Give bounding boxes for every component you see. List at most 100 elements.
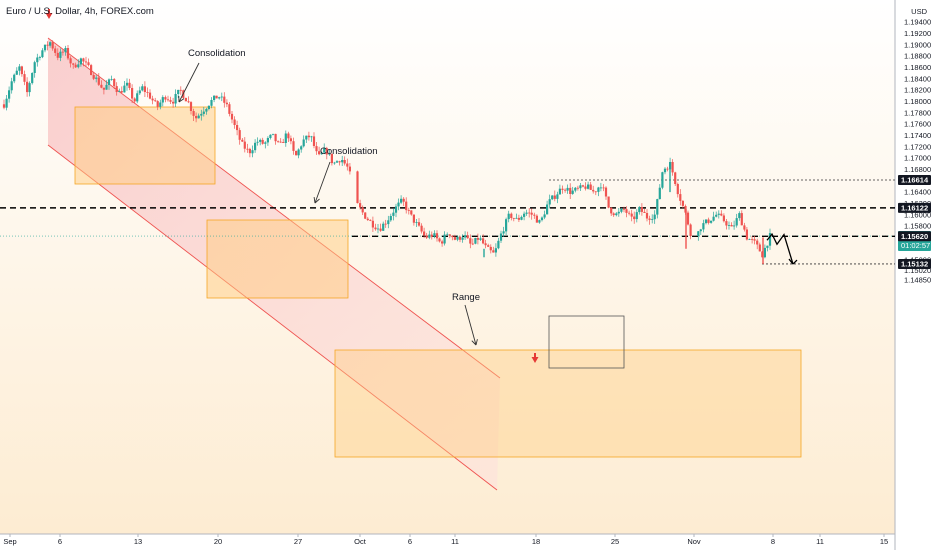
candle-body <box>599 187 602 189</box>
candle <box>433 230 436 239</box>
candle-body <box>622 208 626 210</box>
candle <box>43 44 47 53</box>
candle <box>392 208 395 221</box>
candle <box>658 184 661 200</box>
candle <box>346 158 349 171</box>
candle-body <box>768 233 772 246</box>
candle-body <box>302 139 305 147</box>
candle <box>551 195 554 201</box>
candle <box>318 146 321 156</box>
candle <box>574 187 577 193</box>
candle-body <box>735 218 738 226</box>
candle-body <box>602 187 605 189</box>
y-tick-label: 1.17000 <box>904 154 931 163</box>
candle <box>92 71 95 81</box>
y-tick-label: 1.16400 <box>904 188 931 197</box>
candle <box>715 211 718 218</box>
candle-body <box>305 135 308 140</box>
candle-body <box>730 225 733 227</box>
candle-body <box>69 58 72 64</box>
price-tag-bg <box>898 259 931 269</box>
candle <box>123 81 126 93</box>
candle <box>184 97 187 102</box>
candle <box>20 65 23 77</box>
candle <box>54 45 57 56</box>
candle-body <box>164 97 167 100</box>
candle <box>251 145 254 158</box>
candle <box>28 81 31 97</box>
candle-body <box>756 240 759 245</box>
candle <box>589 181 592 190</box>
candle-body <box>207 105 210 109</box>
candle <box>38 55 41 61</box>
candle-body <box>61 51 64 53</box>
candle-body <box>405 201 408 211</box>
candle-body <box>638 207 641 213</box>
candle-body <box>430 234 433 237</box>
candle <box>441 239 444 247</box>
candle <box>379 223 382 232</box>
candle <box>615 212 618 217</box>
candle-body <box>717 213 720 215</box>
candle <box>540 216 544 222</box>
candle-body <box>648 218 651 220</box>
price-tag-value: 1.15620 <box>901 232 928 241</box>
candle <box>699 228 702 235</box>
candle-body <box>256 141 259 143</box>
candle-body <box>540 217 544 221</box>
candle <box>561 185 564 194</box>
y-tick-label: 1.17800 <box>904 108 931 117</box>
candle-body <box>82 58 85 62</box>
candle-body <box>10 81 13 91</box>
candle <box>763 244 766 259</box>
candle <box>645 209 649 222</box>
candle-body <box>720 213 723 216</box>
y-tick-label: 1.18600 <box>904 63 931 72</box>
candle-body <box>79 58 82 65</box>
candle <box>581 184 585 188</box>
candle-body <box>569 187 572 194</box>
candle <box>751 236 754 244</box>
candle-body <box>533 214 536 216</box>
candle <box>36 53 39 67</box>
candle-body <box>594 191 597 193</box>
candle <box>556 191 559 204</box>
candle-body <box>228 104 231 114</box>
candle <box>666 166 669 172</box>
candle-body <box>466 235 469 239</box>
candle-body <box>264 142 267 144</box>
candle <box>374 223 377 231</box>
candle-body <box>31 73 34 84</box>
candle-body <box>379 228 382 231</box>
candle-body <box>315 146 318 152</box>
candle-body <box>435 233 439 239</box>
candle-body <box>123 85 126 93</box>
candle-body <box>284 133 287 143</box>
candle <box>704 219 708 225</box>
candle <box>727 221 731 230</box>
consolidation-box-1 <box>74 106 216 185</box>
candle-body <box>402 198 405 202</box>
y-tick-label: 1.17600 <box>904 120 931 129</box>
candle <box>722 213 725 223</box>
candle <box>72 62 75 69</box>
candle <box>264 141 267 149</box>
candle <box>330 153 333 166</box>
candle <box>466 231 469 239</box>
candle-body <box>464 235 467 238</box>
candle-body <box>110 79 113 80</box>
candle <box>302 135 305 148</box>
candle <box>405 197 408 214</box>
candle <box>663 167 667 175</box>
candle <box>341 155 344 166</box>
candle <box>523 211 526 221</box>
candle-body <box>407 210 410 211</box>
candle <box>66 45 70 61</box>
candle-body <box>446 234 449 236</box>
candle-body <box>520 216 523 220</box>
candle-body <box>148 92 152 99</box>
candle-body <box>551 195 554 200</box>
candle <box>195 112 198 123</box>
candle-body <box>72 63 75 65</box>
